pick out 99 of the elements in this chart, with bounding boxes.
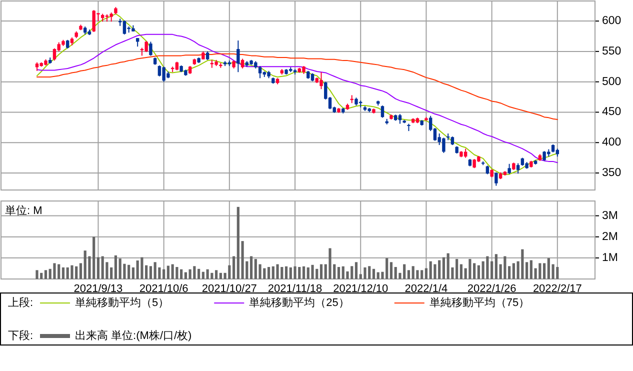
bar	[473, 263, 476, 279]
bar	[206, 269, 209, 279]
bar	[477, 265, 480, 279]
bar	[36, 270, 38, 279]
candlestick	[516, 162, 520, 174]
bar	[149, 266, 152, 279]
candlestick	[320, 72, 323, 90]
y-tick-label: 2M	[602, 230, 618, 243]
candlestick	[52, 48, 56, 62]
bar	[267, 266, 270, 279]
bar	[508, 266, 511, 279]
x-tick-label: 2022/1/4	[404, 283, 448, 295]
legend-title: 上段:	[8, 296, 34, 309]
bar	[136, 260, 139, 279]
y-tick-label: 3M	[602, 210, 618, 222]
bar	[390, 262, 393, 279]
bar	[250, 256, 253, 279]
bar	[294, 266, 296, 279]
x-tick-label: 2021/11/18	[268, 283, 322, 295]
bar	[166, 266, 170, 279]
legend-label: 出来高 単位:(M株/口/枚)	[75, 329, 192, 342]
bar	[407, 270, 410, 279]
legend-label: 単純移動平均（5）	[75, 297, 170, 309]
candlestick	[464, 148, 468, 158]
x-tick-label: 2021/12/10	[333, 283, 388, 295]
bar	[521, 249, 524, 279]
bar	[416, 270, 419, 279]
bar	[79, 263, 82, 279]
legend-label: 単純移動平均（25）	[249, 297, 350, 309]
bar	[311, 264, 314, 279]
candlestick	[240, 58, 244, 69]
bar	[372, 268, 376, 279]
bar	[44, 270, 48, 279]
bar	[337, 266, 340, 279]
bar	[526, 262, 528, 279]
bar	[132, 267, 134, 279]
candlestick	[236, 40, 240, 73]
bar	[490, 261, 494, 279]
bar	[302, 266, 306, 279]
y-tick-label: 550	[602, 45, 622, 58]
bar	[180, 269, 183, 279]
bar	[468, 258, 472, 279]
bar	[320, 264, 323, 279]
y-tick-label: 350	[602, 166, 622, 179]
bar	[276, 264, 279, 279]
bar	[486, 256, 489, 279]
x-tick-label: 2021/9/13	[74, 283, 123, 295]
bar	[145, 265, 148, 279]
candlestick	[122, 20, 126, 35]
bar	[504, 256, 506, 279]
bar	[96, 257, 100, 279]
bar	[434, 264, 436, 279]
bar	[184, 272, 187, 279]
candlestick	[508, 163, 511, 175]
y-tick-label: 400	[602, 136, 622, 149]
candlestick	[149, 41, 152, 56]
bar	[70, 265, 74, 279]
bar	[53, 263, 56, 279]
bar	[188, 269, 192, 279]
legend-title: 下段:	[8, 330, 34, 342]
candlestick	[258, 66, 262, 79]
candlestick	[110, 12, 113, 22]
bar	[542, 263, 546, 279]
bar	[62, 267, 65, 279]
bar	[154, 262, 156, 279]
bar	[328, 248, 332, 279]
candlestick	[144, 40, 148, 53]
bar	[162, 269, 166, 279]
bar	[198, 268, 200, 279]
legend-label: 単純移動平均（75）	[429, 297, 530, 309]
line-series	[36, 34, 558, 164]
y-tick-label: 500	[602, 76, 622, 88]
bar	[354, 262, 358, 279]
bar	[460, 264, 462, 279]
x-tick-label: 2022/2/17	[532, 283, 582, 295]
y-tick-label: 450	[602, 106, 622, 118]
y-tick-label: 600	[602, 15, 622, 28]
bar	[442, 257, 446, 279]
bar	[176, 266, 178, 279]
bar	[232, 256, 236, 279]
line-series	[36, 13, 558, 176]
bar	[171, 264, 174, 279]
bar	[193, 266, 196, 279]
y-tick-label: 1M	[602, 252, 618, 264]
candlestick	[494, 172, 498, 186]
x-tick-label: 2021/10/6	[139, 283, 188, 295]
candlestick	[158, 64, 162, 77]
bar	[424, 268, 428, 279]
bar	[214, 270, 218, 279]
bar	[512, 263, 515, 279]
bar	[494, 254, 498, 279]
annotation: 単位: M	[5, 205, 42, 217]
bar	[284, 266, 288, 279]
bar	[364, 267, 366, 279]
x-tick-label: 2022/1/26	[467, 283, 516, 295]
x-tick-label: 2021/10/27	[202, 283, 257, 295]
candlestick	[380, 105, 384, 118]
bar	[114, 255, 118, 279]
bar	[140, 257, 144, 279]
